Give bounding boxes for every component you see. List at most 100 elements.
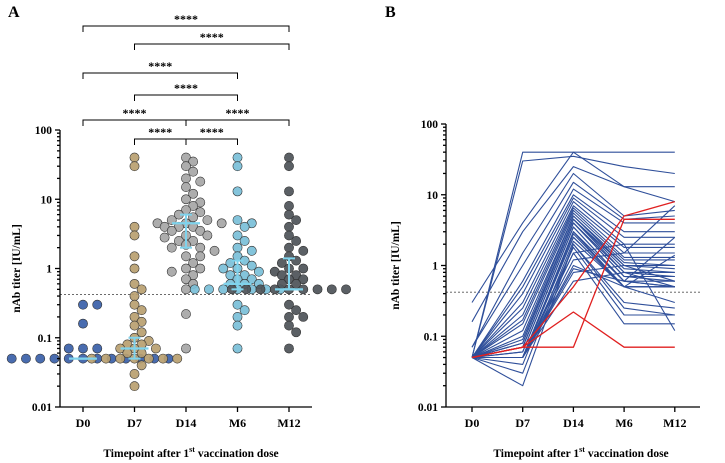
- trajectory-line: [472, 233, 675, 359]
- trajectory-line: [471, 215, 675, 359]
- panel-b-xtick-label: M12: [663, 416, 686, 430]
- data-point-m6: [232, 215, 243, 225]
- data-point-m6: [218, 263, 229, 274]
- data-point-m12: [284, 320, 294, 331]
- significance-stars: ****: [174, 12, 198, 26]
- data-point-d14: [202, 230, 213, 241]
- data-point-d14: [181, 274, 191, 285]
- data-point-m12: [284, 299, 294, 310]
- data-point-d0: [92, 343, 103, 354]
- data-point-d0: [78, 343, 88, 354]
- data-point-m12: [291, 327, 302, 338]
- data-point-d14: [166, 266, 177, 277]
- trajectory-lines: [471, 151, 676, 387]
- data-point-d7: [129, 381, 140, 392]
- significance-stars: ****: [148, 125, 172, 139]
- data-point-d7: [129, 291, 140, 301]
- data-point-m6: [218, 284, 229, 295]
- data-point-m6: [204, 284, 214, 295]
- significance-bracket: [134, 43, 290, 50]
- panel-b-letter: B: [385, 4, 396, 21]
- data-point-d7: [158, 353, 168, 364]
- data-point-m12: [298, 274, 309, 285]
- x-axis-title-a-rest: vaccination dose: [195, 448, 279, 460]
- data-point-m12: [291, 236, 302, 246]
- data-point-m6: [253, 266, 264, 277]
- data-point-m12: [341, 284, 351, 295]
- data-point-d0: [21, 353, 31, 364]
- trajectory-line: [471, 201, 675, 358]
- data-point-d14: [195, 263, 206, 274]
- data-point-d7: [129, 152, 140, 163]
- significance-bracket: [134, 138, 187, 145]
- data-point-m12: [284, 152, 294, 163]
- panel-a-ytick-label: 10: [41, 194, 53, 206]
- median-iqr-bars: [69, 213, 303, 360]
- data-point-d14: [181, 343, 191, 354]
- panel-b-ytick-label: 0.01: [418, 402, 438, 414]
- data-point-d7: [172, 353, 183, 364]
- trajectory-line: [471, 207, 675, 358]
- significance-bracket: [185, 119, 290, 126]
- data-point-m6: [232, 152, 243, 163]
- data-point-d14: [202, 215, 213, 225]
- data-point-m12: [312, 284, 323, 295]
- trajectory-line: [471, 243, 675, 387]
- data-point-m12: [255, 284, 266, 295]
- data-point-d14: [195, 242, 206, 253]
- data-point-d14: [159, 232, 170, 243]
- panel-a-xtick-label: D7: [127, 416, 142, 430]
- data-point-d7: [129, 263, 140, 274]
- panel-a-xtick-label: D0: [76, 416, 91, 430]
- data-point-d7: [101, 353, 111, 364]
- x-axis-title-b-rest: vaccination dose: [585, 448, 669, 460]
- panel-a-letter: A: [8, 4, 20, 21]
- scatter-points: [6, 152, 351, 392]
- data-point-m6: [246, 274, 257, 285]
- data-point-d14: [188, 188, 199, 199]
- data-point-m6: [246, 245, 257, 256]
- significance-brackets: ******************** ******** ****: [82, 12, 290, 145]
- trajectory-line: [471, 166, 675, 323]
- data-point-d14: [188, 166, 199, 177]
- data-point-d0: [78, 318, 88, 329]
- panel-b-ytick-label: 100: [421, 119, 439, 131]
- data-point-d0: [92, 299, 103, 310]
- y-axis-title-b: nAb titer [IU/mL]: [390, 221, 402, 310]
- data-point-d7: [129, 369, 140, 379]
- significance-bracket: [82, 72, 238, 79]
- data-point-d14: [181, 309, 191, 319]
- data-point-m12: [298, 312, 309, 322]
- data-point-m12: [298, 245, 309, 256]
- panel-b-ytick-label: 0.1: [424, 331, 439, 343]
- data-point-d0: [35, 353, 46, 364]
- data-point-d14: [181, 194, 191, 205]
- data-point-d14: [181, 161, 191, 172]
- data-point-d14: [166, 225, 177, 236]
- data-point-d14: [188, 258, 199, 268]
- significance-stars: ****: [148, 59, 172, 73]
- trajectory-line-highlight: [471, 200, 675, 359]
- panel-a-ytick-label: 0.1: [38, 333, 53, 345]
- significance-bracket: [82, 25, 290, 32]
- data-point-m6: [232, 312, 243, 322]
- data-point-d14: [181, 173, 191, 184]
- panel-b-xtick-label: D14: [563, 416, 584, 430]
- data-point-d14: [209, 245, 220, 256]
- data-point-d14: [195, 251, 206, 262]
- data-point-d7: [129, 251, 140, 262]
- trajectory-line: [471, 194, 675, 358]
- panel-b: B 0.01 0.1 1 10 100 D0 D7 D14 M6 M12 nAb titer [I…: [385, 4, 700, 460]
- data-point-d7: [129, 221, 140, 232]
- data-point-d0: [78, 299, 88, 310]
- data-point-m6: [232, 230, 243, 241]
- data-point-m12: [284, 230, 294, 241]
- y-axis-title-a: nAb titer [IU/mL]: [11, 224, 23, 313]
- data-point-d7: [150, 343, 161, 354]
- data-point-m12: [284, 242, 294, 253]
- data-point-d14: [188, 156, 199, 167]
- data-point-m12: [284, 209, 294, 220]
- significance-bracket: [134, 94, 238, 101]
- data-point-m12: [298, 263, 309, 274]
